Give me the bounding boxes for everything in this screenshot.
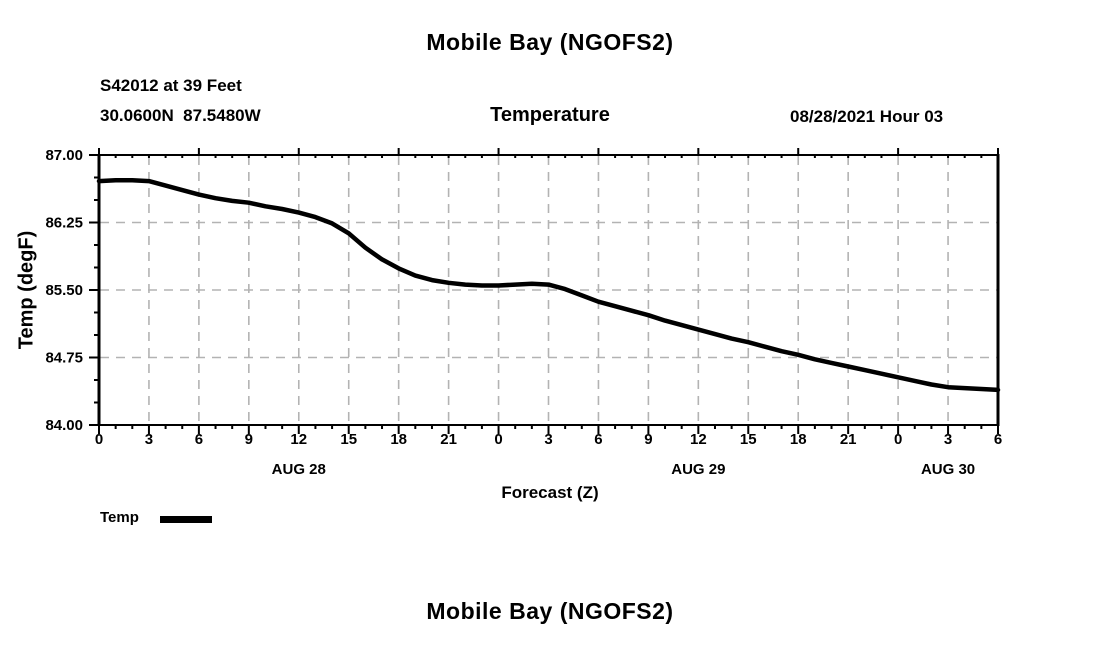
variable-title: Temperature (490, 104, 610, 126)
day-label: AUG 30 (921, 461, 975, 478)
x-tick-label: 3 (944, 431, 952, 448)
station-coordinates: 30.0600N 87.5480W (100, 106, 261, 125)
x-tick-label: 18 (790, 431, 807, 448)
day-label: AUG 28 (272, 461, 326, 478)
temp-series-line (96, 177, 1001, 393)
legend-label: Temp (100, 509, 139, 526)
legend-line-swatch (160, 516, 212, 523)
x-tick-label: 6 (195, 431, 203, 448)
day-label: AUG 29 (671, 461, 725, 478)
x-tick-label: 0 (894, 431, 902, 448)
y-tick-label: 85.50 (45, 282, 83, 299)
x-tick-label: 9 (245, 431, 253, 448)
next-chart-title: Mobile Bay (NGOFS2) (426, 598, 674, 624)
y-tick-label: 84.75 (45, 350, 83, 367)
x-axis-label: Forecast (Z) (501, 483, 599, 502)
x-tick-label: 21 (440, 431, 457, 448)
x-tick-label: 18 (390, 431, 407, 448)
x-tick-label: 12 (290, 431, 307, 448)
x-tick-label: 9 (644, 431, 652, 448)
station-id: S42012 at 39 Feet (100, 76, 242, 95)
y-tick-label: 87.00 (45, 147, 83, 164)
x-tick-label: 3 (544, 431, 552, 448)
x-tick-label: 6 (994, 431, 1002, 448)
y-tick-label: 84.00 (45, 417, 83, 434)
y-tick-label: 86.25 (45, 215, 83, 232)
x-tick-label: 6 (594, 431, 602, 448)
x-tick-label: 0 (95, 431, 103, 448)
x-tick-label: 15 (740, 431, 757, 448)
x-tick-label: 21 (840, 431, 857, 448)
chart-title: Mobile Bay (NGOFS2) (426, 29, 674, 55)
x-tick-label: 12 (690, 431, 707, 448)
x-tick-label: 0 (494, 431, 502, 448)
x-tick-label: 3 (145, 431, 153, 448)
forecast-datetime: 08/28/2021 Hour 03 (790, 107, 944, 126)
x-tick-label: 15 (340, 431, 357, 448)
